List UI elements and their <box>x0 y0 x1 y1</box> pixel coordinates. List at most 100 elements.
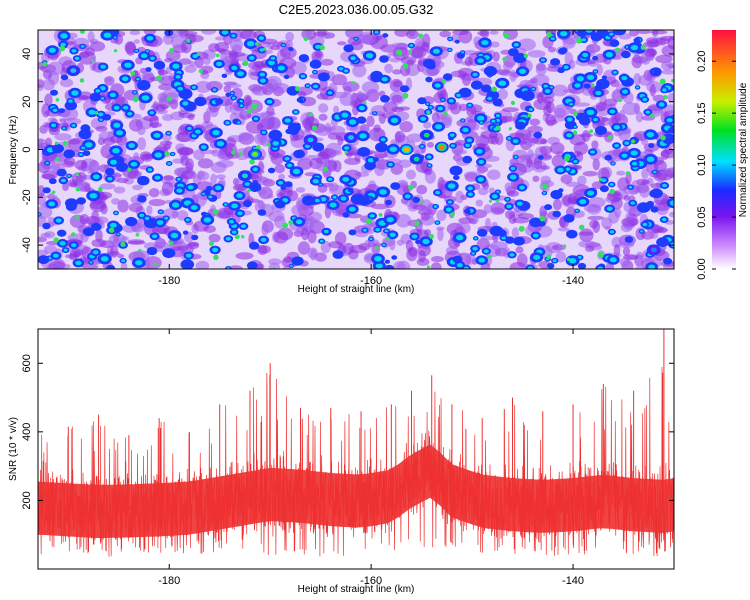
heatmap-cell-low <box>619 109 626 121</box>
heatmap-cell-mid <box>470 80 483 90</box>
heatmap-cell-high <box>350 56 356 61</box>
heatmap-cell-high <box>563 65 569 69</box>
heatmap-cell-low <box>497 89 508 100</box>
heatmap-cell-low <box>314 252 327 262</box>
heatmap-cell-high <box>348 206 356 212</box>
heatmap-cell-peak <box>418 33 424 39</box>
heatmap-cell-mid <box>384 199 393 206</box>
heatmap-cell-mid <box>577 262 587 269</box>
heatmap-cell-mid <box>191 234 199 241</box>
heatmap-cell-high <box>81 146 86 150</box>
heatmap-cell-high <box>277 65 285 71</box>
colorbar-tick-label: 0.10 <box>696 154 708 175</box>
heatmap-hotspot <box>252 151 259 157</box>
snr-panel: -180 -160 -140 200 400 600 Height of straight… <box>8 328 675 595</box>
heatmap-cell-mid <box>515 121 526 130</box>
colorbar-gradient <box>712 30 736 269</box>
heatmap-cell-low <box>623 254 639 261</box>
heatmap-cell-mid <box>288 47 294 52</box>
heatmap-y-axis-label: Frequency (Hz) <box>8 116 19 185</box>
heatmap-hotspot <box>241 173 248 179</box>
heatmap-cell-low <box>38 236 47 243</box>
heatmap-cell-high <box>448 48 452 52</box>
heatmap-cell-high <box>306 84 310 87</box>
heatmap-cell-low <box>586 60 596 65</box>
heatmap-cell-mid <box>242 200 252 208</box>
heatmap-cell-high <box>128 143 135 148</box>
heatmap-cell-low <box>297 241 310 255</box>
heatmap-cell-high <box>529 108 533 111</box>
heatmap-cell-low <box>437 176 445 191</box>
heatmap-cell-low <box>389 78 404 92</box>
heatmap-cell-mid <box>563 214 575 223</box>
heatmap-cell-low <box>630 180 643 193</box>
heatmap-cell-peak <box>576 37 582 44</box>
heatmap-cell-high <box>349 119 357 125</box>
heatmap-cell-high <box>74 56 80 61</box>
heatmap-x-tick-label: -180 <box>158 275 180 287</box>
heatmap-cell-peak <box>130 71 136 76</box>
snr-axes: -180 -160 -140 200 400 600 <box>21 329 674 587</box>
heatmap-cell-mid <box>492 98 503 107</box>
heatmap-cell-high <box>531 87 536 91</box>
heatmap-cell-high <box>582 52 589 58</box>
heatmap-cell-mid <box>90 222 102 231</box>
heatmap-cell-high <box>435 190 441 195</box>
heatmap-cell-high <box>509 174 517 180</box>
heatmap-cell-high <box>75 260 82 266</box>
heatmap-cell-high <box>200 145 207 150</box>
heatmap-cell-low <box>129 30 141 36</box>
heatmap-cell-high <box>544 89 551 94</box>
heatmap-cell-high <box>122 76 129 82</box>
heatmap-cell-high <box>366 53 374 59</box>
heatmap-cell-low <box>426 141 434 148</box>
heatmap-cell-peak <box>450 212 455 217</box>
heatmap-cell-mid <box>442 73 453 81</box>
heatmap-cell-mid <box>205 185 213 192</box>
heatmap-cell-low <box>437 86 447 100</box>
heatmap-cell-peak <box>625 171 630 175</box>
heatmap-cell-high <box>88 109 96 115</box>
heatmap-cell-high <box>123 105 129 110</box>
heatmap-cell-low <box>132 184 143 191</box>
heatmap-cell-mid <box>249 241 260 250</box>
heatmap-cell-low <box>69 214 86 228</box>
heatmap-cell-peak <box>255 42 259 46</box>
heatmap-cell-low <box>667 93 674 103</box>
heatmap-cell-high <box>653 170 657 174</box>
heatmap-cell-low <box>95 125 108 132</box>
heatmap-cell-peak <box>241 235 245 239</box>
heatmap-x-axis-label: Height of straight line (km) <box>298 284 415 295</box>
heatmap-cell-low <box>546 119 558 125</box>
heatmap-cell-low <box>73 250 81 258</box>
heatmap-hotspot <box>423 132 430 138</box>
heatmap-cell-high <box>63 248 68 252</box>
heatmap-cell-low <box>487 135 496 145</box>
heatmap-cell-low <box>465 252 476 265</box>
heatmap-cell-low <box>395 214 412 228</box>
heatmap-cell-low <box>146 205 153 215</box>
heatmap-cell-peak <box>113 49 118 53</box>
heatmap-cell-high <box>434 83 441 88</box>
heatmap-cell-mid <box>483 66 498 77</box>
heatmap-cell-high <box>221 30 229 35</box>
heatmap-cell-mid <box>80 124 91 133</box>
heatmap-cell-high <box>390 117 399 123</box>
heatmap-cell-low <box>117 199 129 213</box>
heatmap-cell-high <box>268 60 275 66</box>
heatmap-axes: -180 -160 -140 -40 -20 0 20 40 <box>21 30 674 287</box>
heatmap-cell-peak <box>319 44 325 51</box>
heatmap-cell-mid <box>348 229 357 236</box>
heatmap-cell-high <box>113 105 120 110</box>
heatmap-cell-mid <box>566 229 578 239</box>
heatmap-cell-high <box>609 109 616 114</box>
heatmap-cell-low <box>527 50 546 58</box>
heatmap-cell-high <box>71 124 76 127</box>
heatmap-cell-peak <box>363 101 367 105</box>
heatmap-cell-high <box>344 69 349 73</box>
heatmap-cell-low <box>99 183 116 190</box>
heatmap-cell-high <box>435 221 439 224</box>
heatmap-cell-high <box>420 145 424 148</box>
heatmap-cell-high <box>369 214 375 218</box>
heatmap-cell-high <box>609 32 614 36</box>
